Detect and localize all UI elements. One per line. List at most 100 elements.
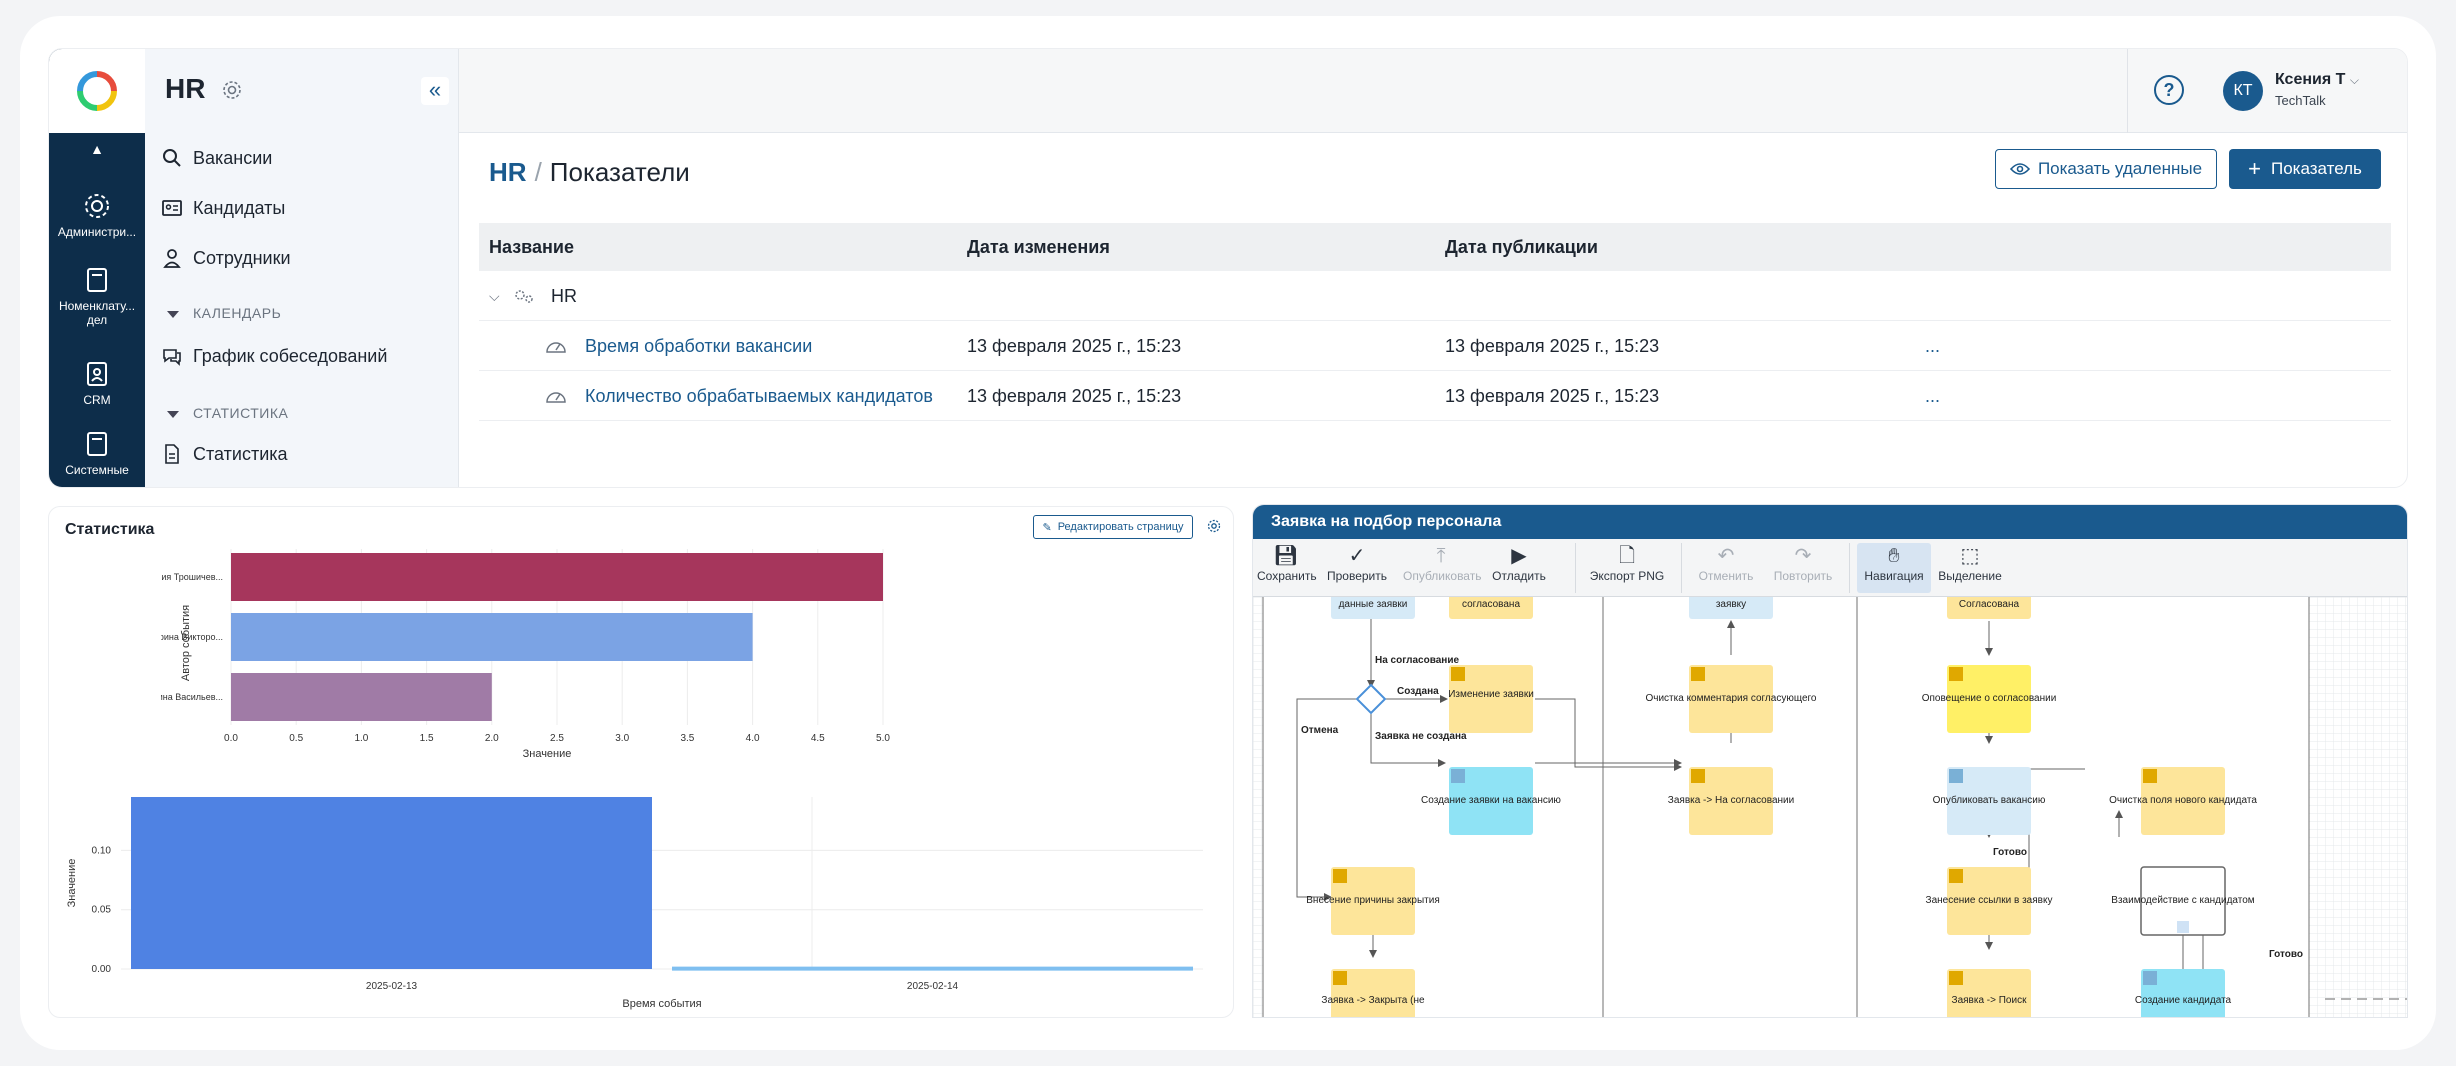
time-bar-chart: 0.00 0.05 0.10 2025-02-13 2025-02-14 Время со… bbox=[66, 797, 1203, 1010]
rail-item-label: Системные bbox=[65, 463, 129, 477]
navigation-tool[interactable]: ✋︎ Навигация bbox=[1857, 543, 1931, 593]
eye-icon bbox=[2009, 163, 2030, 175]
process-node[interactable]: Взаимодействие с кандидатом bbox=[2111, 866, 2255, 936]
select-icon: ⬚ bbox=[1960, 545, 1980, 567]
publish-button[interactable]: ⤒ Опубликовать bbox=[1403, 543, 1482, 583]
breadcrumb-root[interactable]: HR bbox=[489, 157, 527, 187]
y-tick-label: Ксения Трошичев... bbox=[161, 572, 223, 582]
column-header-changed[interactable]: Дата изменения bbox=[967, 237, 1110, 257]
add-indicator-button[interactable]: + Показатель bbox=[2229, 149, 2381, 189]
tool-label: Отменить bbox=[1698, 569, 1754, 583]
user-name[interactable]: Ксения Т ⌵ bbox=[2275, 71, 2359, 89]
process-node[interactable]: Внесение причины закрытия bbox=[1306, 867, 1440, 935]
bar bbox=[672, 966, 1193, 971]
show-deleted-button[interactable]: Показать удаленные bbox=[1995, 149, 2217, 189]
node-label: Заявка -> Поиск bbox=[1952, 995, 2028, 1006]
x-tick-label: 1.0 bbox=[354, 733, 368, 744]
rail-item-crm[interactable]: CRM bbox=[49, 359, 145, 407]
table-header: Название Дата изменения Дата публикации bbox=[479, 223, 2391, 271]
process-canvas[interactable]: данные заявки согласована заявку Согласо… bbox=[1253, 597, 2408, 1018]
avatar[interactable]: КТ bbox=[2223, 71, 2263, 111]
row-name[interactable]: Количество обрабатываемых кандидатов bbox=[585, 386, 933, 406]
table-row[interactable]: Время обработки вакансии 13 февраля 2025… bbox=[479, 321, 2391, 371]
process-title: Заявка на подбор персонала bbox=[1253, 505, 2407, 539]
nav-item-statistics[interactable]: Статистика bbox=[161, 443, 288, 465]
bar bbox=[131, 797, 652, 969]
redo-icon: ↷ bbox=[1794, 545, 1812, 567]
file-icon: 🗋︎ bbox=[1618, 545, 1636, 567]
top-bar: ? КТ Ксения Т ⌵ TechTalk bbox=[459, 49, 2407, 133]
process-node[interactable]: Заявка -> На согласовании bbox=[1668, 767, 1794, 835]
column-header-published[interactable]: Дата публикации bbox=[1445, 237, 1598, 257]
rail-item-nomenclature[interactable]: Номенклату... дел bbox=[49, 265, 145, 327]
node-label: согласована bbox=[1462, 599, 1520, 610]
edge-label: На согласование bbox=[1375, 655, 1459, 666]
process-node[interactable]: заявку bbox=[1689, 597, 1773, 619]
x-tick-label: 2025-02-13 bbox=[366, 981, 418, 992]
gears-icon bbox=[515, 290, 533, 303]
y-tick-label: 0.05 bbox=[92, 905, 112, 916]
document-icon bbox=[165, 444, 179, 464]
nav-section-calendar[interactable]: КАЛЕНДАРЬ bbox=[167, 305, 281, 321]
process-node[interactable]: Создание кандидата bbox=[2135, 969, 2232, 1018]
edit-page-label: Редактировать страницу bbox=[1057, 521, 1184, 533]
check-button[interactable]: ✓ Проверить bbox=[1327, 543, 1387, 583]
rail-item-system[interactable]: Системные bbox=[49, 429, 145, 477]
process-node[interactable]: Оповещение о согласовании bbox=[1922, 665, 2057, 733]
process-node[interactable]: Очистка поля нового кандидата bbox=[2109, 767, 2257, 835]
redo-button[interactable]: ↷ Повторить bbox=[1769, 543, 1837, 583]
process-node[interactable]: Изменение заявки bbox=[1448, 665, 1534, 733]
save-button[interactable]: 💾︎ Сохранить bbox=[1257, 543, 1317, 583]
nav-item-employees[interactable]: Сотрудники bbox=[161, 247, 291, 269]
settings-gear-icon[interactable] bbox=[221, 79, 243, 101]
app-logo[interactable] bbox=[49, 49, 145, 133]
process-node[interactable]: Очистка комментария согласующего bbox=[1645, 665, 1817, 733]
nav-item-vacancies[interactable]: Вакансии bbox=[161, 147, 272, 169]
x-tick-label: 0.5 bbox=[289, 733, 303, 744]
chevron-down-icon[interactable]: ⌵ bbox=[489, 288, 500, 304]
pencil-icon: ✎ bbox=[1042, 521, 1052, 534]
settings-gear-icon[interactable] bbox=[1207, 519, 1221, 533]
table-row[interactable]: Количество обрабатываемых кандидатов 13 … bbox=[479, 371, 2391, 421]
node-label: Изменение заявки bbox=[1448, 689, 1534, 700]
tool-label: Экспорт PNG bbox=[1589, 569, 1665, 583]
gateway-shape[interactable] bbox=[1355, 683, 1387, 715]
selection-tool[interactable]: ⬚ Выделение bbox=[1937, 543, 2003, 583]
y-tick-label: Катерина Викторо... bbox=[161, 632, 223, 642]
undo-button[interactable]: ↶ Отменить bbox=[1693, 543, 1759, 583]
nav-section-stats[interactable]: СТАТИСТИКА bbox=[167, 405, 288, 421]
debug-button[interactable]: ▶︎ Отладить bbox=[1491, 543, 1547, 583]
bar bbox=[231, 673, 492, 721]
table-group-row[interactable]: ⌵ HR bbox=[479, 271, 2391, 321]
user-icon bbox=[163, 249, 181, 268]
export-png-button[interactable]: 🗋︎ Экспорт PNG bbox=[1587, 543, 1667, 583]
nav-item-interview-schedule[interactable]: График собеседований bbox=[161, 345, 387, 367]
edit-page-button[interactable]: ✎ Редактировать страницу bbox=[1033, 515, 1193, 539]
row-name[interactable]: Время обработки вакансии bbox=[585, 336, 813, 356]
collapse-panel-button[interactable]: « bbox=[421, 77, 449, 105]
row-menu-button[interactable]: ... bbox=[1925, 386, 1941, 406]
rail-item-admin[interactable]: Администри... bbox=[49, 191, 145, 239]
process-node[interactable]: согласована bbox=[1449, 597, 1533, 619]
edge-label: Готово bbox=[2269, 949, 2303, 960]
x-tick-label: 2.5 bbox=[550, 733, 564, 744]
process-node[interactable]: Создание заявки на вакансию bbox=[1421, 767, 1561, 835]
process-node[interactable]: Заявка -> Поиск bbox=[1947, 969, 2031, 1018]
process-node[interactable]: Опубликовать вакансию bbox=[1933, 767, 2046, 835]
y-tick-label: Марина Васильев... bbox=[161, 692, 223, 702]
process-node[interactable]: данные заявки bbox=[1331, 597, 1415, 619]
book-icon bbox=[87, 268, 107, 292]
help-button[interactable]: ? bbox=[2154, 75, 2184, 105]
node-label: Очистка комментария согласующего bbox=[1645, 693, 1816, 704]
column-header-name[interactable]: Название bbox=[489, 237, 574, 257]
nav-item-candidates[interactable]: Кандидаты bbox=[161, 197, 285, 219]
edge-label: Заявка не создана bbox=[1375, 731, 1467, 742]
process-node[interactable]: Согласована bbox=[1947, 597, 2031, 619]
process-node[interactable]: Занесение ссылки в заявку bbox=[1926, 867, 2053, 935]
tool-label: Опубликовать bbox=[1403, 569, 1482, 583]
rail-scroll-up[interactable]: ▲ bbox=[90, 141, 104, 157]
row-menu-button[interactable]: ... bbox=[1925, 336, 1941, 356]
toolbar-divider bbox=[1849, 543, 1850, 593]
row-changed: 13 февраля 2025 г., 15:23 bbox=[967, 386, 1182, 406]
process-node[interactable]: Заявка -> Закрыта (не bbox=[1321, 969, 1425, 1018]
